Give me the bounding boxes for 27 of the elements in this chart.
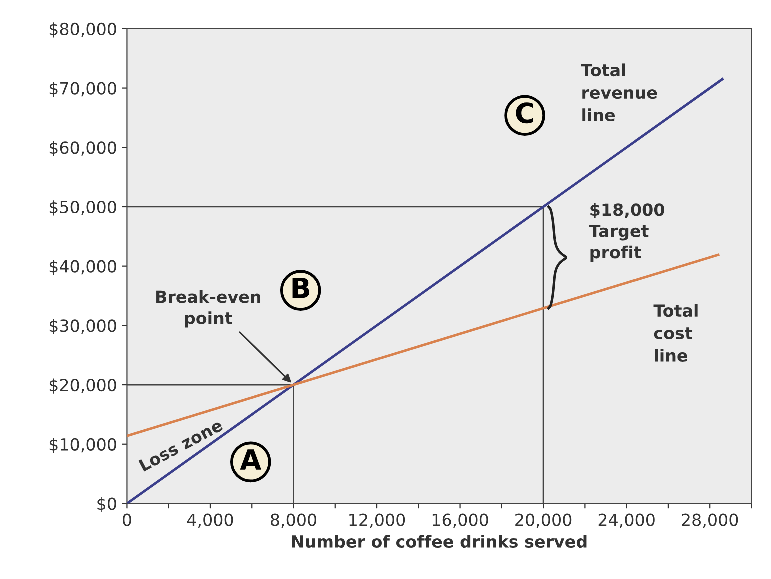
x-tick-label: 0 bbox=[123, 514, 132, 526]
y-tick-label: $60,000 bbox=[50, 141, 116, 156]
annotation: A bbox=[240, 450, 262, 470]
annotation: Total revenue line bbox=[581, 64, 658, 122]
y-tick-label: $50,000 bbox=[50, 200, 116, 216]
y-tick-label: $40,000 bbox=[50, 260, 116, 276]
y-tick-label: $80,000 bbox=[50, 22, 116, 38]
annotation: Total cost line bbox=[654, 304, 698, 362]
x-tick-label: 8,000 bbox=[271, 514, 316, 528]
annotation: B bbox=[292, 278, 310, 298]
annotation: Loss zone bbox=[138, 418, 224, 472]
x-tick-label: 4,000 bbox=[187, 514, 234, 528]
y-tick-label: $10,000 bbox=[50, 438, 116, 454]
y-tick-label: $30,000 bbox=[50, 319, 116, 334]
x-tick-label: 12,000 bbox=[350, 514, 406, 528]
annotation: $18,000 Target profit bbox=[589, 203, 664, 262]
y-tick-label: $70,000 bbox=[50, 82, 116, 98]
x-tick-label: 20,000 bbox=[516, 514, 572, 528]
x-tick-label: 16,000 bbox=[432, 514, 488, 528]
y-tick-label: $20,000 bbox=[50, 378, 116, 394]
y-tick-label: $0 bbox=[98, 497, 116, 513]
annotation: C bbox=[516, 102, 534, 124]
annotation: Break-even point bbox=[156, 290, 261, 328]
x-tick-label: 24,000 bbox=[598, 514, 655, 528]
x-axis-title: Number of coffee drinks served bbox=[292, 535, 587, 548]
line-series bbox=[127, 78, 724, 504]
x-tick-label: 28,000 bbox=[682, 514, 738, 528]
